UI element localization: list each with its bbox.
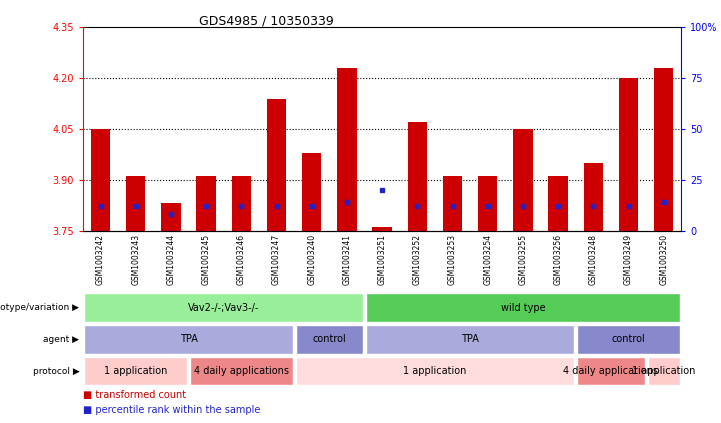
Text: GSM1003247: GSM1003247 — [272, 233, 281, 285]
Bar — [366, 325, 575, 354]
Bar — [162, 203, 180, 231]
Bar — [549, 176, 568, 231]
Bar — [366, 294, 680, 322]
Text: 4 daily applications: 4 daily applications — [194, 366, 289, 376]
Text: GSM1003240: GSM1003240 — [307, 233, 317, 285]
Text: GSM1003245: GSM1003245 — [202, 233, 211, 285]
Text: GSM1003255: GSM1003255 — [518, 233, 528, 285]
Bar — [584, 163, 603, 231]
Bar — [190, 357, 293, 385]
Text: GSM1003246: GSM1003246 — [236, 233, 246, 285]
Text: 1 application: 1 application — [632, 366, 696, 376]
Text: genotype/variation ▶: genotype/variation ▶ — [0, 303, 79, 312]
Text: GSM1003244: GSM1003244 — [167, 233, 175, 285]
Bar — [513, 129, 533, 231]
Text: GSM1003242: GSM1003242 — [96, 233, 105, 285]
Text: control: control — [611, 335, 645, 344]
Text: protocol ▶: protocol ▶ — [32, 367, 79, 376]
Text: GSM1003253: GSM1003253 — [448, 233, 457, 285]
Bar — [296, 325, 363, 354]
Text: TPA: TPA — [461, 335, 479, 344]
Text: GSM1003241: GSM1003241 — [342, 233, 351, 285]
Bar — [84, 325, 293, 354]
Text: GDS4985 / 10350339: GDS4985 / 10350339 — [200, 15, 334, 28]
Bar — [296, 357, 575, 385]
Bar — [337, 68, 357, 231]
Text: GSM1003256: GSM1003256 — [554, 233, 562, 285]
Text: GSM1003249: GSM1003249 — [624, 233, 633, 285]
Text: control: control — [312, 335, 346, 344]
Text: ■ percentile rank within the sample: ■ percentile rank within the sample — [83, 405, 260, 415]
Text: Vav2-/-;Vav3-/-: Vav2-/-;Vav3-/- — [188, 303, 260, 313]
Text: 1 application: 1 application — [403, 366, 466, 376]
Text: GSM1003243: GSM1003243 — [131, 233, 140, 285]
Bar — [654, 68, 673, 231]
Bar — [373, 227, 392, 231]
Bar — [577, 357, 645, 385]
Text: 1 application: 1 application — [104, 366, 167, 376]
Bar — [619, 78, 638, 231]
Bar — [84, 294, 363, 322]
Text: agent ▶: agent ▶ — [43, 335, 79, 344]
Text: GSM1003252: GSM1003252 — [413, 233, 422, 285]
Bar — [84, 357, 187, 385]
Text: ■ transformed count: ■ transformed count — [83, 390, 186, 400]
Bar — [577, 325, 680, 354]
Text: GSM1003248: GSM1003248 — [589, 233, 598, 285]
Bar — [478, 176, 497, 231]
Bar — [443, 176, 462, 231]
Text: wild type: wild type — [500, 303, 545, 313]
Bar — [407, 122, 427, 231]
Bar — [647, 357, 680, 385]
Bar — [126, 176, 146, 231]
Bar — [196, 176, 216, 231]
Text: GSM1003250: GSM1003250 — [659, 233, 668, 285]
Bar — [91, 129, 110, 231]
Text: TPA: TPA — [180, 335, 198, 344]
Bar — [231, 176, 251, 231]
Text: GSM1003254: GSM1003254 — [483, 233, 492, 285]
Bar — [267, 99, 286, 231]
Bar — [302, 153, 322, 231]
Text: 4 daily applications: 4 daily applications — [563, 366, 658, 376]
Text: GSM1003251: GSM1003251 — [378, 233, 386, 285]
